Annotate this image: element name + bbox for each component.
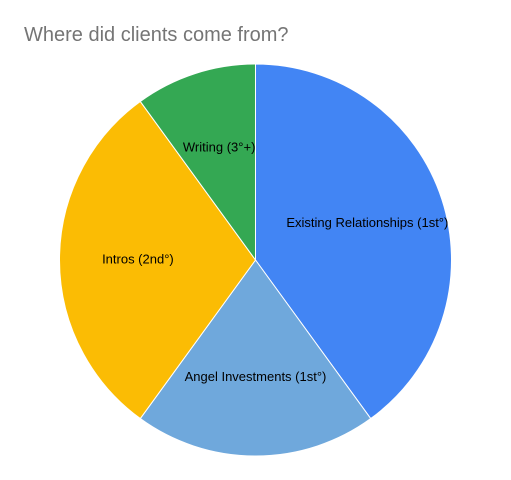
pie-slice: [139, 63, 256, 262]
slice-label: Existing Relationships (1st°): [286, 215, 448, 230]
pie-slice: [139, 259, 372, 457]
slice-label: Intros (2nd°): [102, 251, 174, 266]
pie-slice: [59, 100, 257, 420]
pie-slice: [255, 63, 452, 420]
slice-label: Writing (3°+): [183, 140, 256, 155]
chart-title: Where did clients come from?: [24, 24, 289, 46]
slice-label: Angel Investments (1st°): [185, 369, 327, 384]
